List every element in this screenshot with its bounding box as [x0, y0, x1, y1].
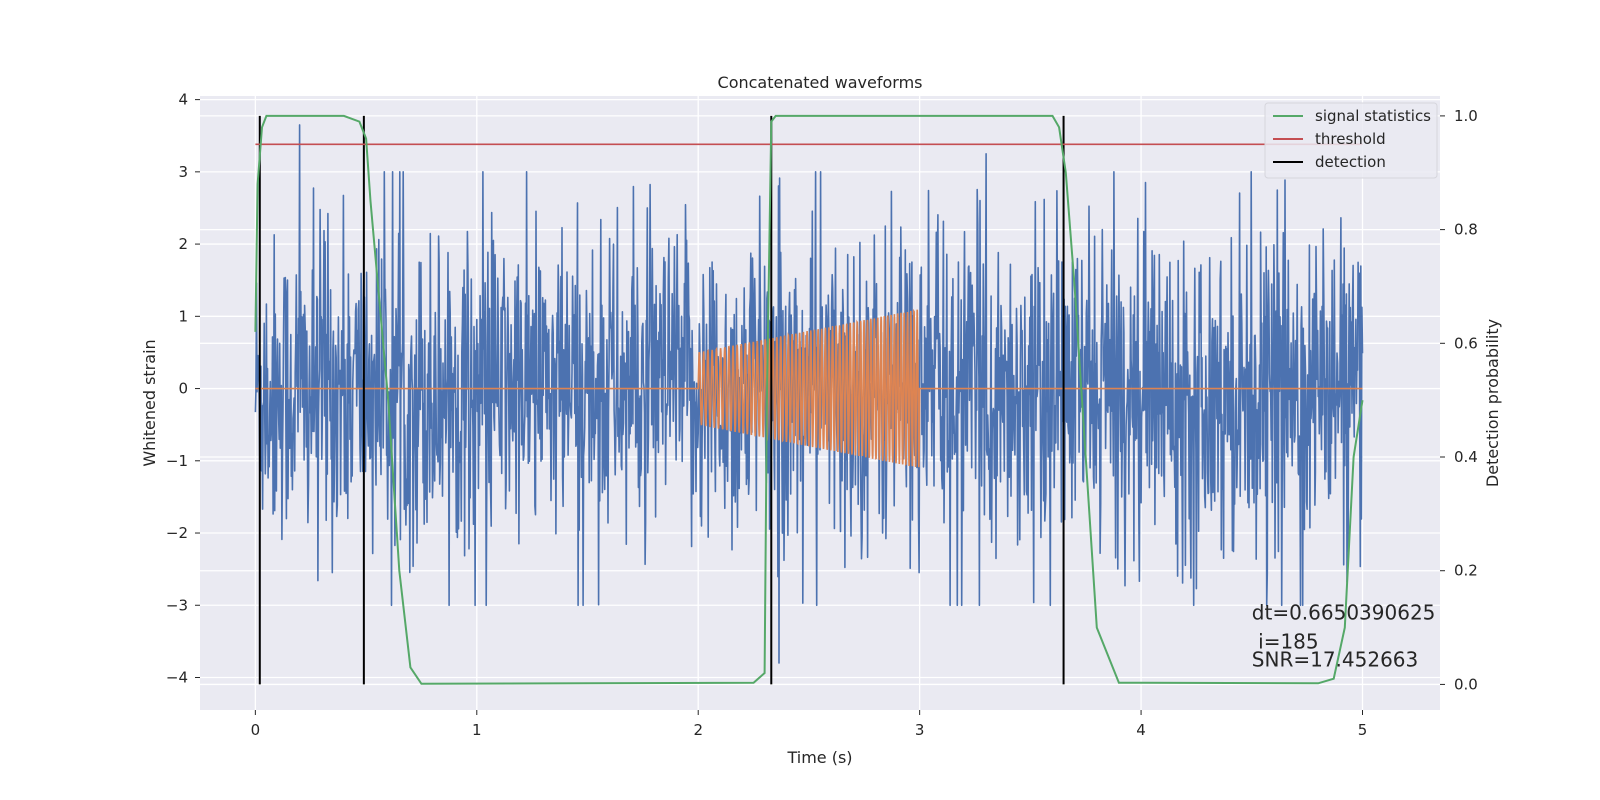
y2-tick-label: 0.6	[1454, 334, 1478, 352]
series-injected-waveform	[255, 308, 1363, 468]
x-tick-label: 3	[915, 721, 925, 739]
y-tick-label: 2	[178, 235, 188, 253]
legend-item-signal-statistics: signal statistics	[1273, 107, 1431, 125]
y-tick-label: −2	[166, 524, 188, 542]
legend-box	[1264, 102, 1438, 179]
legend-label: threshold	[1315, 130, 1386, 148]
y-tick-label: 4	[178, 91, 188, 109]
y2-axis-label: Detection probability	[1483, 319, 1502, 487]
y2-tick-label: 0.2	[1454, 562, 1478, 580]
legend-item-threshold: threshold	[1273, 130, 1386, 148]
legend-label: detection	[1315, 153, 1386, 171]
y2-tick-label: 0.4	[1454, 448, 1478, 466]
y2-tick-label: 0.8	[1454, 221, 1478, 239]
legend: signal statistics threshold detection	[1264, 102, 1438, 179]
y-axis-label: Whitened strain	[140, 339, 159, 466]
y-tick-label: 3	[178, 163, 188, 181]
series-signal-statistics	[254, 114, 1364, 685]
y2-tick-label: 0.0	[1454, 675, 1478, 693]
y-tick-label: 1	[178, 307, 188, 325]
x-tick-label: 2	[693, 721, 703, 739]
y-tick-label: −3	[166, 596, 188, 614]
annotation-index: i=185	[1252, 630, 1319, 654]
y2-tick-label: 1.0	[1454, 107, 1478, 125]
legend-label: signal statistics	[1315, 107, 1431, 125]
x-axis: 0 1 2 3 4 5	[251, 710, 1368, 739]
legend-item-detection: detection	[1273, 153, 1386, 171]
chart-title: Concatenated waveforms	[718, 73, 923, 92]
y-tick-label: −4	[166, 668, 188, 686]
series-whitened-strain	[254, 124, 1364, 664]
y-axis-left: −4 −3 −2 −1 0 1 2 3 4	[166, 91, 200, 686]
x-axis-label: Time (s)	[786, 748, 852, 767]
x-tick-label: 0	[251, 721, 261, 739]
y-axis-right: 0.0 0.2 0.4 0.6 0.8 1.0	[1440, 107, 1478, 693]
x-tick-label: 1	[472, 721, 482, 739]
y-tick-label: 0	[178, 380, 188, 398]
x-tick-label: 4	[1136, 721, 1146, 739]
annotation-dt: dt=0.6650390625	[1252, 601, 1436, 625]
y-tick-label: −1	[166, 452, 188, 470]
plot-area	[254, 114, 1364, 685]
detection-lines	[258, 115, 1065, 685]
annotation-snr: SNR=17.452663	[1252, 648, 1418, 672]
x-tick-label: 5	[1358, 721, 1368, 739]
